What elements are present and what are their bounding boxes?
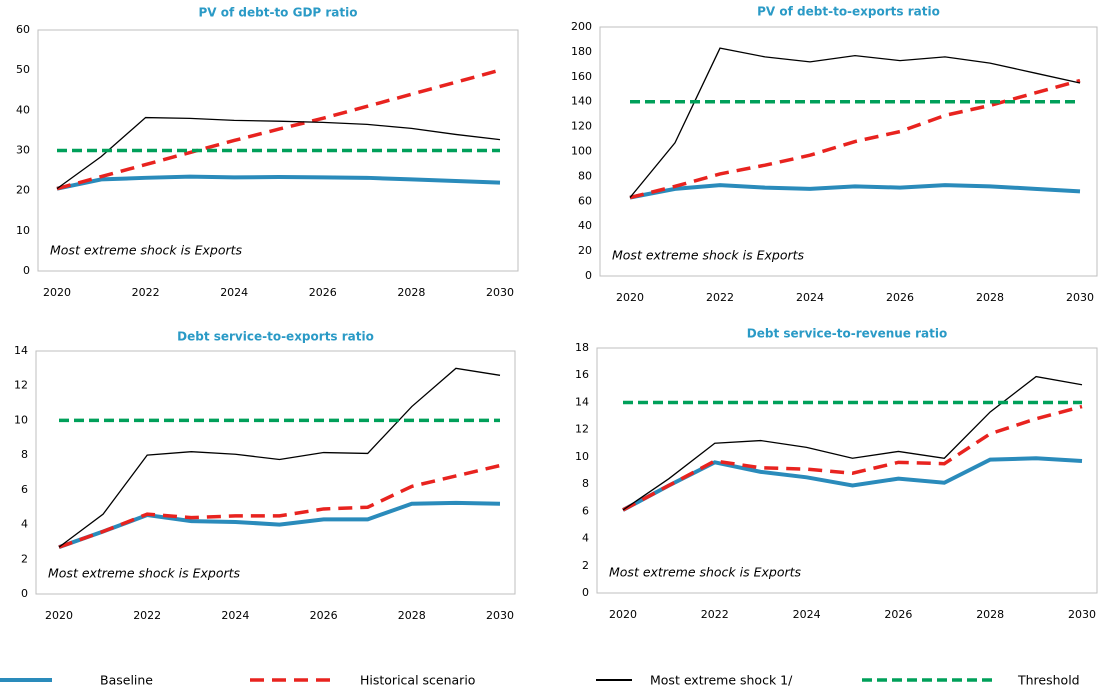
chart-title: PV of debt-to GDP ratio (199, 6, 358, 20)
legend-label: Most extreme shock 1/ (650, 673, 793, 688)
x-tick-label: 2026 (309, 286, 337, 299)
y-tick-label: 50 (16, 63, 30, 76)
series-line (629, 47, 1081, 198)
y-tick-label: 60 (16, 23, 30, 36)
y-tick-label: 8 (21, 448, 28, 461)
annotation: Most extreme shock is Exports (612, 248, 805, 263)
y-tick-label: 0 (585, 269, 592, 282)
x-tick-label: 2024 (221, 609, 249, 622)
y-tick-label: 10 (16, 224, 30, 237)
x-tick-label: 2020 (45, 609, 73, 622)
series-line (622, 404, 1083, 512)
y-tick-label: 20 (16, 184, 30, 197)
y-tick-label: 8 (582, 477, 589, 490)
y-tick-label: 14 (14, 344, 28, 357)
x-tick-label: 2026 (310, 609, 338, 622)
x-tick-label: 2030 (1068, 608, 1096, 621)
x-tick-label: 2022 (133, 609, 161, 622)
y-tick-label: 180 (571, 45, 592, 58)
x-tick-label: 2030 (1066, 291, 1094, 304)
chart-title: Debt service-to-exports ratio (177, 330, 374, 344)
y-tick-label: 12 (14, 379, 28, 392)
y-tick-label: 0 (21, 587, 28, 600)
x-tick-label: 2028 (976, 608, 1004, 621)
y-tick-label: 100 (571, 145, 592, 158)
plot-area (599, 26, 1098, 277)
y-tick-label: 6 (582, 504, 589, 517)
y-tick-label: 20 (578, 244, 592, 257)
y-tick-label: 4 (582, 532, 589, 545)
x-tick-label: 2022 (706, 291, 734, 304)
plot-area (596, 347, 1098, 594)
series-line (622, 375, 1083, 511)
chart-title: Debt service-to-revenue ratio (747, 327, 947, 341)
y-tick-label: 16 (575, 368, 589, 381)
y-tick-label: 2 (21, 552, 28, 565)
x-tick-label: 2024 (796, 291, 824, 304)
legend-label: Baseline (100, 673, 153, 688)
x-tick-label: 2022 (701, 608, 729, 621)
y-tick-label: 6 (21, 483, 28, 496)
y-tick-label: 18 (575, 341, 589, 354)
series-line (56, 116, 501, 190)
series-line (56, 68, 501, 191)
series-line (58, 367, 501, 548)
y-tick-label: 120 (571, 120, 592, 133)
x-tick-label: 2030 (486, 609, 514, 622)
legend-label: Threshold (1017, 673, 1080, 688)
y-tick-label: 40 (16, 103, 30, 116)
y-tick-label: 30 (16, 144, 30, 157)
y-tick-label: 60 (578, 194, 592, 207)
x-tick-label: 2020 (616, 291, 644, 304)
series-line (629, 78, 1081, 200)
chart-title: PV of debt-to-exports ratio (757, 5, 940, 19)
annotation: Most extreme shock is Exports (609, 565, 802, 580)
y-tick-label: 2 (582, 559, 589, 572)
y-tick-label: 10 (575, 450, 589, 463)
x-tick-label: 2028 (397, 286, 425, 299)
annotation: Most extreme shock is Exports (48, 566, 241, 581)
series-line (58, 463, 501, 549)
y-tick-label: 200 (571, 20, 592, 33)
series-line (56, 174, 501, 191)
x-tick-label: 2020 (43, 286, 71, 299)
y-tick-label: 0 (23, 264, 30, 277)
x-tick-label: 2024 (220, 286, 248, 299)
x-tick-label: 2030 (486, 286, 514, 299)
x-tick-label: 2028 (976, 291, 1004, 304)
y-tick-label: 80 (578, 169, 592, 182)
x-tick-label: 2022 (132, 286, 160, 299)
x-tick-label: 2026 (884, 608, 912, 621)
legend-label: Historical scenario (360, 673, 475, 688)
x-tick-label: 2020 (609, 608, 637, 621)
series-line (622, 456, 1083, 512)
y-tick-label: 4 (21, 518, 28, 531)
y-tick-label: 10 (14, 413, 28, 426)
y-tick-label: 12 (575, 423, 589, 436)
y-tick-label: 40 (578, 219, 592, 232)
x-tick-label: 2028 (398, 609, 426, 622)
series-line (58, 500, 501, 550)
y-tick-label: 160 (571, 70, 592, 83)
plot-area (37, 29, 519, 272)
plot-area (35, 350, 516, 595)
series-line (629, 183, 1081, 200)
x-tick-label: 2024 (793, 608, 821, 621)
annotation: Most extreme shock is Exports (50, 243, 243, 258)
y-tick-label: 14 (575, 395, 589, 408)
y-tick-label: 140 (571, 95, 592, 108)
y-tick-label: 0 (582, 586, 589, 599)
x-tick-label: 2026 (886, 291, 914, 304)
